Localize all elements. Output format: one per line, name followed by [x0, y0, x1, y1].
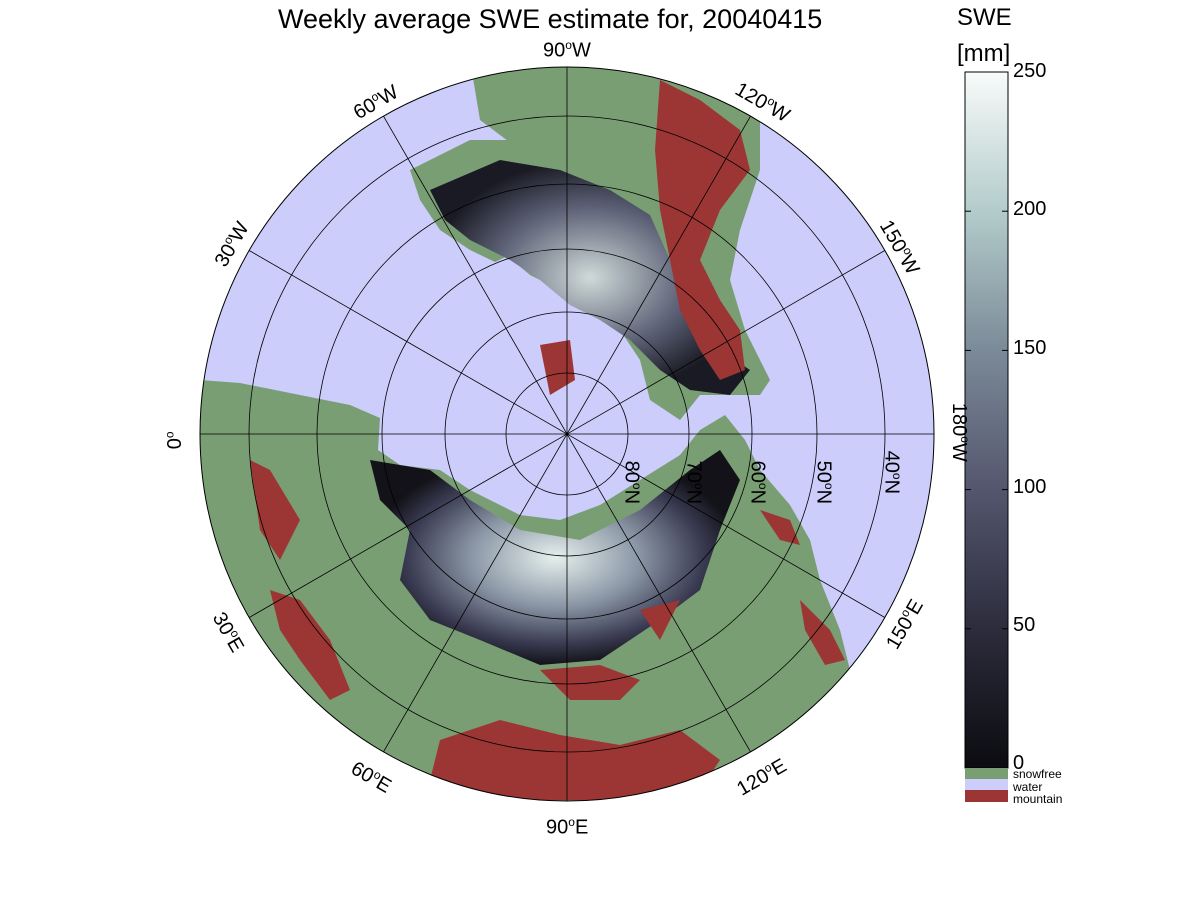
- figure-title: Weekly average SWE estimate for, 2004041…: [278, 4, 823, 34]
- colorbar-label: SWE: [957, 4, 1012, 31]
- legend-snowfree-label: snowfree: [1013, 767, 1062, 781]
- colorbar-tick-50: 50: [1013, 614, 1036, 636]
- colorbar-tick-250: 250: [1013, 60, 1047, 82]
- lon-label-0: 0o: [162, 431, 187, 450]
- legend-water-label: water: [1013, 780, 1043, 794]
- map-disc: [200, 67, 934, 801]
- colorbar-tick-100: 100: [1013, 476, 1047, 498]
- lat-label-80n: 80oN: [620, 460, 645, 505]
- lon-label-90w: 90oW: [543, 38, 591, 62]
- legend-snowfree-swatch: [965, 768, 1008, 779]
- mountain-areas: [250, 80, 845, 800]
- legend-mountain-label: mountain: [1013, 792, 1063, 806]
- legend-mountain-swatch: [965, 790, 1008, 802]
- map-border: [199, 66, 935, 802]
- lat-label-70n: 70oN: [682, 460, 707, 505]
- colorbar-tick-0: 0: [1013, 752, 1025, 774]
- colorbar-tick-200: 200: [1013, 198, 1047, 220]
- lon-label-90e: 90oE: [546, 815, 589, 839]
- meridian-lines: [200, 67, 934, 801]
- colorbar-tick-150: 150: [1013, 337, 1047, 359]
- lat-label-60n: 60oN: [746, 460, 771, 505]
- na-snow-cover: [430, 160, 750, 395]
- lat-label-50n: 50oN: [812, 460, 837, 505]
- lat-label-40n: 40oN: [880, 450, 905, 495]
- legend-water-swatch: [965, 779, 1008, 790]
- colorbar-gradient: [964, 71, 1009, 769]
- colorbar-unit: [mm]: [957, 40, 1011, 67]
- lon-label-180w: 180oW: [948, 402, 972, 462]
- colorbar-ticks: [965, 71, 1008, 769]
